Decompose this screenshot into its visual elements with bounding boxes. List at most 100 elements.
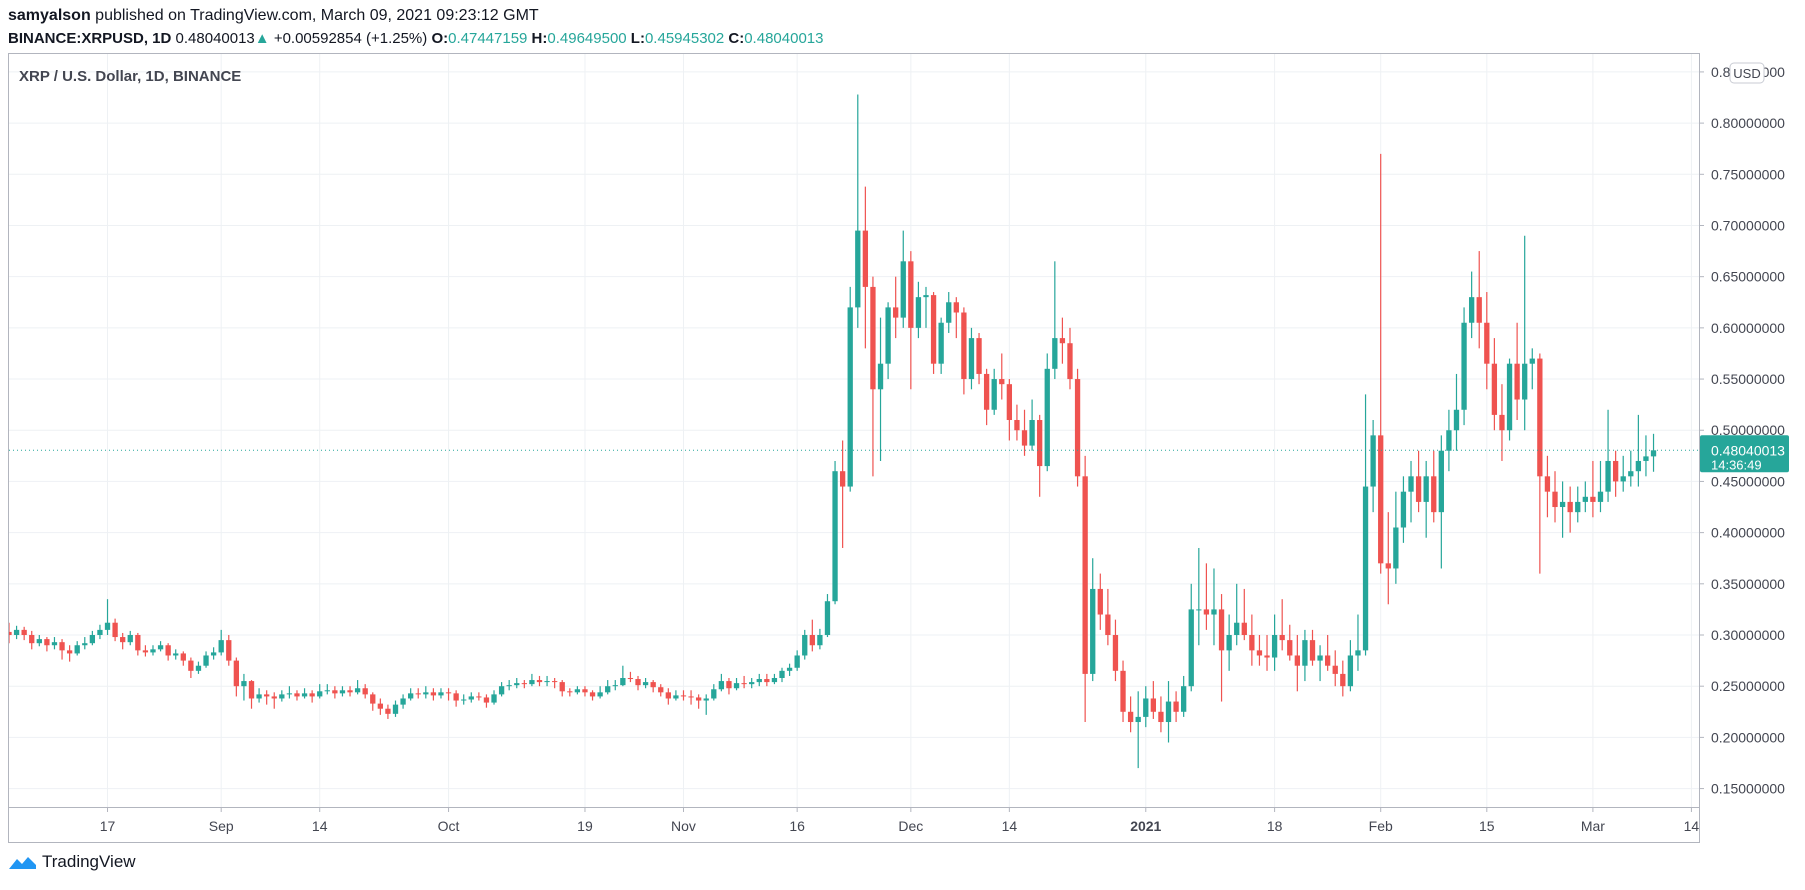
candle-body	[286, 693, 293, 695]
candle-body	[1302, 640, 1308, 666]
candle-body	[59, 642, 65, 651]
candle-body	[36, 639, 42, 644]
candle-body	[82, 643, 88, 646]
candle-body	[415, 693, 421, 695]
candle-body	[1279, 635, 1285, 641]
candle-body	[1370, 435, 1376, 487]
candle-body	[135, 635, 141, 651]
candle-body	[1188, 609, 1194, 687]
y-tick-label: 0.55000000	[1711, 371, 1785, 387]
y-tick-label: 0.50000000	[1711, 422, 1785, 438]
candle-body	[855, 230, 861, 308]
candle-body	[1317, 655, 1323, 661]
candle-body	[1650, 450, 1657, 457]
candle-body	[188, 660, 194, 671]
l-label: L:	[630, 30, 645, 47]
candle-body	[264, 694, 270, 697]
l: 0.45945302	[644, 30, 725, 47]
candle-body	[536, 680, 543, 683]
candle-body	[1211, 609, 1217, 615]
candle-body	[226, 640, 232, 661]
candle-body	[51, 642, 58, 646]
x-tick-label: Sep	[209, 818, 234, 834]
candle-body	[847, 307, 853, 487]
candle-body	[347, 690, 353, 693]
candle-body	[1234, 622, 1240, 636]
candle-body	[1090, 588, 1096, 674]
candle-body	[1173, 701, 1179, 712]
candle-body	[339, 690, 346, 694]
candle-body	[1309, 640, 1316, 661]
frame	[8, 53, 1700, 843]
y-tick-label: 0.60000000	[1711, 320, 1785, 336]
y-tick-label: 0.75000000	[1711, 166, 1785, 182]
candle-body	[983, 373, 990, 410]
candle-body	[680, 695, 687, 697]
candle-body	[908, 261, 914, 328]
candle-body	[779, 670, 785, 679]
candle-body	[385, 708, 391, 714]
candle-body	[1612, 460, 1619, 482]
candle-body	[999, 379, 1005, 385]
candle-body	[1537, 358, 1543, 477]
published: published on TradingView.com, March 09, …	[95, 7, 539, 24]
candle-body	[1461, 322, 1467, 410]
candle-body	[150, 649, 156, 653]
change: +0.00592854 (+1.25%)	[273, 30, 428, 47]
candle-body	[127, 635, 133, 643]
publish-line: samyalson published on TradingView.com, …	[8, 4, 823, 27]
candle-body	[1499, 414, 1505, 431]
candle-body	[620, 678, 626, 686]
candle-body	[66, 650, 73, 654]
candle-body	[673, 695, 679, 699]
candle-body	[1628, 471, 1634, 477]
candle-body	[642, 682, 649, 686]
candle-body	[256, 694, 262, 699]
candle-body	[445, 692, 452, 694]
candle-body	[817, 635, 823, 646]
candle-body	[1067, 343, 1073, 380]
candle-body	[514, 683, 520, 686]
y-tick-label: 0.45000000	[1711, 473, 1785, 489]
candle-body	[173, 653, 179, 656]
candle-body	[1597, 491, 1604, 502]
candle-body	[1271, 635, 1278, 658]
candle-body	[180, 653, 186, 661]
candle-body	[885, 307, 891, 364]
y-tick-label: 0.20000000	[1711, 729, 1785, 745]
candle-body	[1643, 456, 1649, 461]
candle-body	[120, 637, 126, 643]
last-price-box	[1700, 435, 1789, 473]
candle-body	[635, 679, 641, 686]
o-label: O:	[431, 30, 449, 47]
candle-body	[1453, 409, 1460, 431]
candle-body	[567, 691, 573, 693]
candle-body	[711, 689, 717, 699]
candle-body	[438, 692, 444, 696]
candle-body	[1143, 698, 1149, 717]
candle-body	[370, 694, 376, 704]
candle-body	[13, 629, 20, 636]
candle-body	[1590, 496, 1596, 502]
candle-body	[423, 692, 429, 695]
candle-body	[559, 682, 565, 692]
candle-body	[802, 635, 808, 656]
candle-body	[294, 693, 300, 697]
candle-body	[453, 693, 459, 701]
logo-icon	[9, 857, 36, 869]
candle-body	[1127, 711, 1134, 723]
candle-body	[771, 678, 778, 683]
candle-body	[551, 681, 558, 683]
candle-body	[749, 682, 755, 685]
candle-body	[400, 698, 406, 705]
candle-body	[961, 312, 967, 380]
candle-body	[733, 683, 740, 689]
y-tick-label: 0.65000000	[1711, 269, 1785, 285]
x-tick-label: Nov	[671, 818, 696, 834]
candle-body	[165, 645, 171, 656]
candle-body	[1241, 622, 1247, 636]
candle-body	[1400, 491, 1407, 528]
candle-body	[1340, 673, 1346, 687]
candle-body	[1385, 563, 1391, 569]
